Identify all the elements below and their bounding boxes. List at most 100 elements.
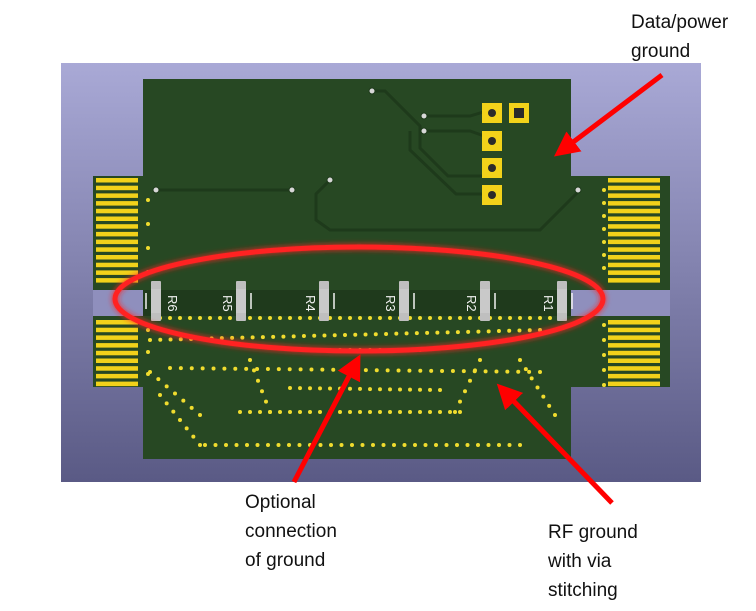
via bbox=[535, 385, 540, 390]
annotation-optional-connection: Optional connection of ground bbox=[245, 488, 337, 575]
connector-finger-right-bottom bbox=[608, 373, 660, 379]
via bbox=[392, 443, 396, 447]
annotation-line: connection bbox=[245, 521, 337, 542]
via bbox=[388, 316, 392, 320]
resistor-label-r1: R1 bbox=[541, 295, 556, 312]
via bbox=[222, 366, 227, 371]
via bbox=[363, 368, 368, 373]
via bbox=[328, 386, 332, 391]
via bbox=[414, 331, 419, 336]
connector-finger-right-top bbox=[608, 247, 660, 252]
via bbox=[516, 369, 521, 374]
connector-finger-right-bottom bbox=[608, 320, 660, 325]
via bbox=[407, 368, 412, 373]
via bbox=[486, 329, 491, 334]
connector-finger-left-bottom bbox=[96, 358, 138, 363]
via bbox=[178, 418, 182, 422]
via bbox=[240, 335, 245, 340]
via bbox=[450, 369, 455, 374]
via bbox=[497, 443, 501, 447]
via bbox=[188, 316, 192, 320]
annotation-line: of ground bbox=[245, 550, 326, 571]
via bbox=[168, 316, 172, 320]
via bbox=[329, 443, 333, 447]
via bbox=[398, 387, 402, 392]
connector-finger-left-top bbox=[96, 270, 138, 275]
via bbox=[189, 366, 194, 371]
via bbox=[434, 443, 438, 447]
via bbox=[287, 443, 291, 447]
via bbox=[378, 410, 382, 414]
via bbox=[394, 331, 399, 336]
via bbox=[476, 443, 480, 447]
via bbox=[178, 316, 182, 320]
resistor-label-r3: R3 bbox=[383, 295, 398, 312]
via bbox=[281, 334, 286, 339]
via bbox=[478, 358, 482, 362]
connector-finger-left-top bbox=[96, 247, 138, 252]
via bbox=[255, 443, 260, 447]
via bbox=[278, 316, 282, 320]
via bbox=[486, 443, 491, 447]
connector-finger-right-top bbox=[608, 178, 660, 183]
via bbox=[224, 443, 228, 447]
via bbox=[466, 329, 471, 334]
connector-finger-right-top bbox=[608, 270, 660, 275]
via bbox=[398, 410, 402, 414]
via bbox=[288, 410, 292, 414]
via bbox=[602, 353, 606, 357]
via bbox=[331, 367, 336, 372]
via bbox=[461, 369, 466, 374]
via bbox=[298, 367, 303, 372]
via bbox=[360, 443, 365, 447]
connector-finger-left-top bbox=[96, 262, 138, 268]
via bbox=[363, 332, 368, 337]
via bbox=[291, 334, 296, 339]
via bbox=[298, 316, 302, 320]
via bbox=[146, 350, 150, 354]
via bbox=[255, 366, 260, 371]
resistor-label-r2: R2 bbox=[464, 295, 479, 312]
connector-finger-left-top bbox=[96, 216, 138, 221]
via bbox=[350, 443, 354, 447]
connector-finger-right-top bbox=[608, 262, 660, 268]
via bbox=[468, 316, 472, 320]
via bbox=[453, 410, 457, 414]
via bbox=[518, 358, 522, 362]
via bbox=[250, 335, 255, 340]
via bbox=[158, 393, 162, 397]
via bbox=[260, 335, 265, 340]
via bbox=[508, 316, 512, 320]
annotation-line: Optional bbox=[245, 492, 316, 513]
data-traces bbox=[154, 89, 580, 232]
via bbox=[158, 337, 163, 342]
via bbox=[198, 443, 202, 447]
resistor-r5: R5 bbox=[220, 281, 252, 321]
connector-finger-left-top bbox=[96, 278, 138, 283]
via bbox=[527, 369, 532, 374]
via bbox=[208, 316, 212, 320]
connector-finger-right-top bbox=[608, 201, 660, 206]
via bbox=[384, 331, 389, 336]
via bbox=[332, 333, 337, 338]
via bbox=[418, 368, 423, 373]
via bbox=[413, 443, 417, 447]
connector-finger-right-top bbox=[608, 208, 660, 214]
via bbox=[148, 370, 152, 374]
via bbox=[348, 410, 352, 414]
via bbox=[458, 399, 462, 404]
connector-finger-left-bottom bbox=[96, 320, 138, 325]
via bbox=[518, 316, 522, 320]
via bbox=[368, 410, 372, 414]
via bbox=[318, 386, 322, 391]
via bbox=[463, 389, 467, 394]
connector-finger-right-top bbox=[608, 231, 660, 237]
via bbox=[388, 410, 392, 414]
via bbox=[538, 370, 542, 374]
via bbox=[358, 410, 362, 414]
pcb-board bbox=[93, 79, 670, 459]
connector-finger-right-top bbox=[608, 185, 660, 191]
via bbox=[473, 368, 477, 373]
via bbox=[428, 410, 432, 414]
connector-finger-left-bottom bbox=[96, 335, 138, 340]
